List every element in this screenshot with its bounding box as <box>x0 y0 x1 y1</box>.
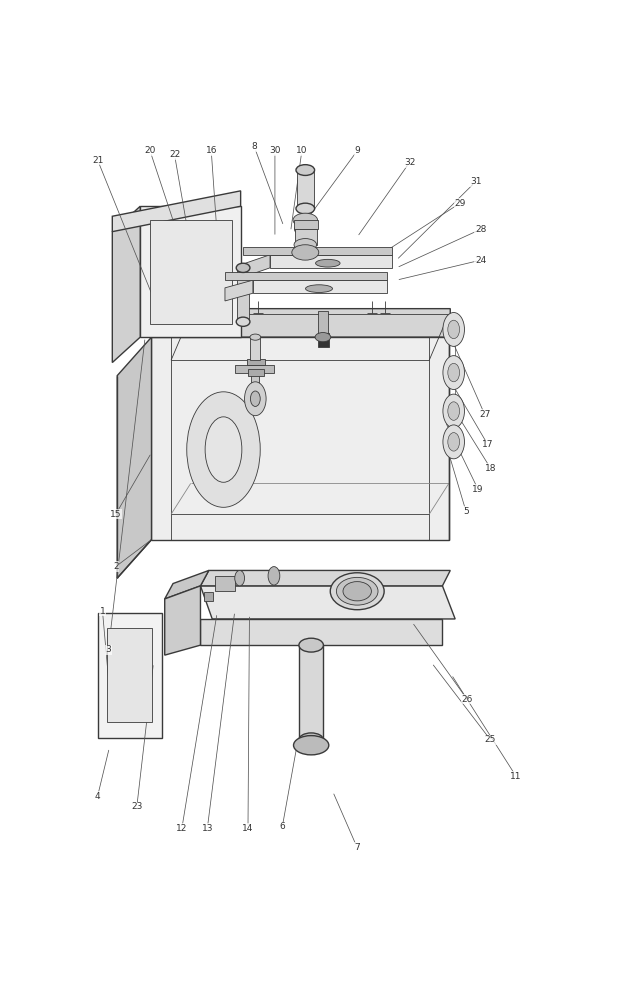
Circle shape <box>234 570 245 586</box>
Polygon shape <box>250 337 260 360</box>
Text: 2: 2 <box>113 562 119 571</box>
Text: 1: 1 <box>100 607 106 616</box>
Ellipse shape <box>296 203 315 214</box>
Polygon shape <box>112 191 241 232</box>
Text: 9: 9 <box>355 146 360 155</box>
Text: 26: 26 <box>461 695 473 704</box>
Text: 27: 27 <box>479 410 490 419</box>
Polygon shape <box>252 360 259 409</box>
Polygon shape <box>152 337 449 540</box>
Polygon shape <box>112 206 140 363</box>
Circle shape <box>443 356 465 389</box>
Circle shape <box>448 433 459 451</box>
Circle shape <box>443 425 465 459</box>
Ellipse shape <box>205 417 242 482</box>
Circle shape <box>268 567 280 585</box>
Bar <box>318 333 329 347</box>
Polygon shape <box>165 570 209 599</box>
Text: 6: 6 <box>279 822 285 831</box>
Polygon shape <box>300 645 323 740</box>
Bar <box>246 359 265 365</box>
Polygon shape <box>237 268 250 322</box>
Text: 3: 3 <box>106 645 111 654</box>
Text: 16: 16 <box>205 146 217 155</box>
Text: 4: 4 <box>95 792 100 801</box>
Polygon shape <box>165 586 200 655</box>
Polygon shape <box>243 255 270 277</box>
Polygon shape <box>253 280 387 293</box>
Polygon shape <box>225 280 253 301</box>
Bar <box>204 592 213 601</box>
Polygon shape <box>225 272 387 280</box>
Circle shape <box>443 312 465 346</box>
Text: 13: 13 <box>202 824 213 833</box>
Ellipse shape <box>296 165 315 175</box>
Polygon shape <box>234 365 274 373</box>
Polygon shape <box>215 576 234 591</box>
Circle shape <box>187 392 260 507</box>
Text: 10: 10 <box>296 146 308 155</box>
Text: 32: 32 <box>404 158 415 167</box>
Ellipse shape <box>305 285 332 292</box>
Text: 23: 23 <box>131 802 142 811</box>
Ellipse shape <box>331 573 384 610</box>
Polygon shape <box>243 247 392 255</box>
Bar <box>107 628 152 722</box>
Text: 17: 17 <box>482 440 494 449</box>
Circle shape <box>245 382 266 416</box>
Text: 20: 20 <box>144 146 155 155</box>
Text: 30: 30 <box>269 146 281 155</box>
Circle shape <box>448 363 459 382</box>
Text: 25: 25 <box>485 735 496 744</box>
Ellipse shape <box>236 263 250 272</box>
Circle shape <box>250 391 260 406</box>
Circle shape <box>448 320 459 339</box>
Text: 7: 7 <box>355 843 360 852</box>
Polygon shape <box>200 619 442 645</box>
Ellipse shape <box>295 223 316 235</box>
Bar <box>97 613 162 738</box>
Polygon shape <box>200 570 450 586</box>
Bar <box>248 369 264 376</box>
Ellipse shape <box>315 333 331 342</box>
Text: 28: 28 <box>475 225 486 234</box>
Ellipse shape <box>292 245 319 260</box>
Text: 31: 31 <box>470 177 482 186</box>
Ellipse shape <box>315 259 340 267</box>
Text: 19: 19 <box>473 485 484 494</box>
Polygon shape <box>200 586 455 619</box>
Ellipse shape <box>294 239 317 251</box>
Ellipse shape <box>293 736 329 755</box>
Bar <box>150 220 233 324</box>
Text: 29: 29 <box>454 199 466 208</box>
Text: 18: 18 <box>485 464 496 473</box>
Polygon shape <box>152 309 450 337</box>
Text: 22: 22 <box>169 150 180 159</box>
Text: 14: 14 <box>242 824 253 833</box>
Text: 15: 15 <box>110 510 121 519</box>
Text: 5: 5 <box>463 507 469 516</box>
Ellipse shape <box>250 334 261 340</box>
Ellipse shape <box>236 317 250 326</box>
Polygon shape <box>318 311 328 337</box>
Polygon shape <box>293 220 318 229</box>
Polygon shape <box>297 170 314 209</box>
Ellipse shape <box>293 213 317 227</box>
Circle shape <box>448 402 459 420</box>
Ellipse shape <box>336 577 378 605</box>
Ellipse shape <box>299 638 324 652</box>
Polygon shape <box>270 255 392 268</box>
Polygon shape <box>117 337 152 578</box>
Polygon shape <box>295 229 317 245</box>
Ellipse shape <box>343 582 372 601</box>
Ellipse shape <box>299 733 324 747</box>
Polygon shape <box>140 206 241 337</box>
Text: 11: 11 <box>510 772 521 781</box>
Text: 8: 8 <box>252 142 257 151</box>
Text: 21: 21 <box>92 156 103 165</box>
Text: 12: 12 <box>176 824 188 833</box>
Text: 24: 24 <box>475 256 486 265</box>
Circle shape <box>443 394 465 428</box>
